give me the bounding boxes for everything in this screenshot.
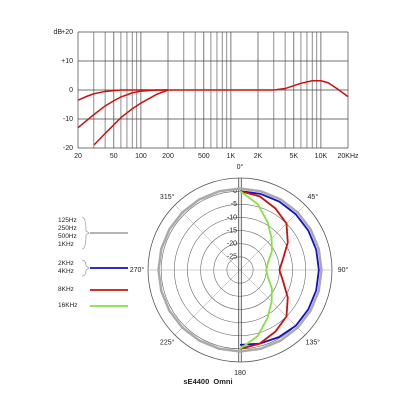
legend-brace: [81, 216, 90, 250]
y-tick-label: +20: [61, 29, 73, 36]
x-tick-label: 20: [74, 153, 82, 160]
response-line: [93, 89, 169, 146]
polar-spoke: [239, 204, 306, 271]
polar-line: [157, 187, 323, 353]
x-tick-label: 50: [110, 153, 118, 160]
theta-tick-label: 0°: [237, 163, 244, 171]
y-tick-label: +10: [61, 58, 73, 65]
legend-label: 2KHz 4KHz: [58, 260, 74, 275]
r-tick-label: -20: [227, 241, 237, 248]
response-line: [77, 89, 168, 129]
y-tick-label: -20: [63, 145, 73, 152]
polar-spoke: [174, 204, 241, 271]
y-tick-label: -10: [63, 116, 73, 123]
x-tick-label: 20KHz: [337, 153, 359, 160]
legend-label: 16KHz: [58, 302, 78, 309]
x-tick-label: 2K: [254, 153, 263, 160]
legend-label: 8KHz: [58, 286, 74, 293]
x-tick-label: 100: [135, 153, 147, 160]
legend-brace: [81, 259, 90, 277]
polar-line: [239, 190, 273, 350]
r-tick-label: -5: [231, 201, 237, 208]
legend-label: 125Hz 250Hz 500Hz 1KHz: [58, 217, 77, 248]
r-tick-label: -15: [227, 227, 237, 234]
x-tick-label: 200: [162, 153, 174, 160]
theta-tick-label: 135°: [306, 339, 321, 347]
caption: sE4400 Omni: [183, 377, 232, 386]
theta-tick-label: 90°: [338, 266, 349, 274]
theta-tick-label: 180: [234, 370, 246, 377]
r-tick-label: -10: [227, 214, 237, 221]
r-tick-label: -25: [227, 254, 237, 261]
theta-tick-label: 270°: [130, 266, 145, 274]
polar-spoke: [174, 269, 241, 336]
theta-tick-label: 225°: [160, 339, 175, 347]
y-axis-label: dB: [53, 29, 62, 36]
x-tick-label: 10K: [315, 153, 328, 160]
polar-line: [239, 190, 289, 350]
x-tick-label: 1K: [227, 153, 236, 160]
r-tick-label: 0: [233, 188, 237, 195]
theta-tick-label: 315°: [160, 193, 175, 201]
y-tick-label: 0: [69, 87, 73, 94]
x-tick-label: 500: [198, 153, 210, 160]
polar-line: [239, 190, 320, 346]
x-tick-label: 5K: [290, 153, 299, 160]
polar-spoke: [239, 269, 306, 336]
theta-tick-label: 45°: [308, 193, 319, 201]
response-line: [77, 79, 349, 101]
